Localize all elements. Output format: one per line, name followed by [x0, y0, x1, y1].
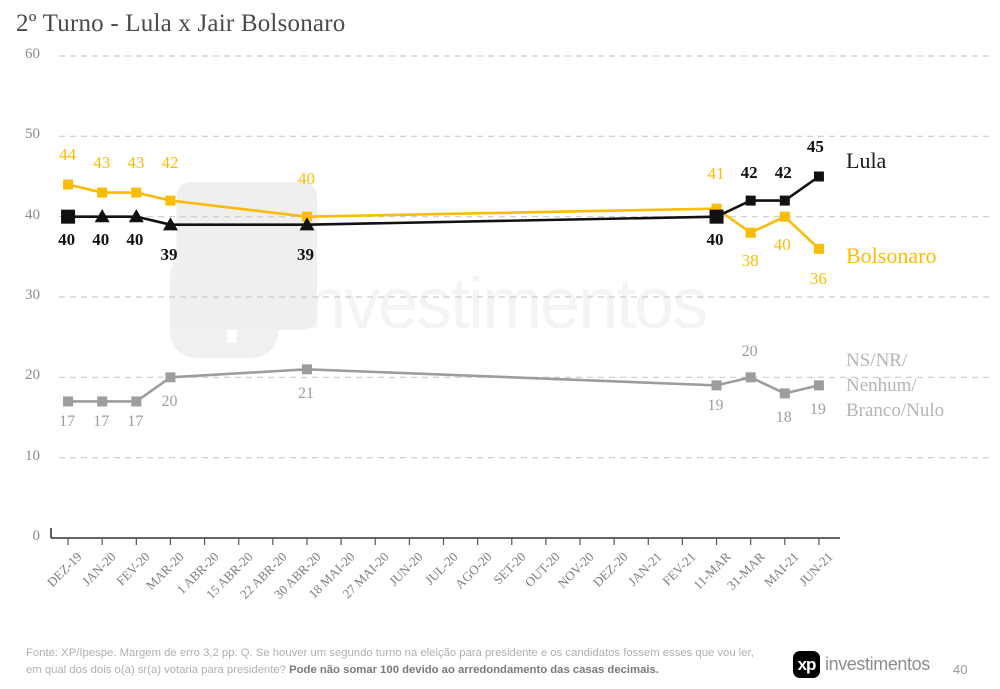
data-point-label: 40: [773, 234, 791, 254]
series-label-bolsonaro: Bolsonaro: [846, 243, 937, 268]
highlight-band: [176, 182, 317, 330]
data-point-label: 40: [126, 229, 144, 249]
data-point-label: 43: [93, 152, 111, 172]
data-point-marker: [97, 187, 108, 198]
footnote-source: Fonte: XP/Ipespe. Margem de erro 3,2 pp.…: [26, 647, 754, 676]
data-point-marker: [63, 179, 74, 190]
data-point-label: 17: [127, 413, 144, 431]
data-point-marker: [745, 227, 756, 238]
data-point-label: 45: [806, 136, 824, 156]
y-axis-tick-label: 10: [25, 447, 40, 464]
data-point-marker: [813, 380, 824, 391]
series-label-nsnr-line1: NS/NR/: [846, 350, 908, 371]
data-point-label: 42: [774, 162, 792, 182]
xp-logo-mark: xp: [793, 651, 820, 678]
y-axis-tick-label: 20: [25, 367, 40, 384]
data-point-marker: [779, 388, 790, 399]
data-point-marker: [745, 195, 756, 206]
data-point-marker: [131, 396, 142, 407]
data-point-label: 42: [161, 152, 179, 172]
data-point-marker: [779, 211, 790, 222]
data-point-label: 41: [707, 163, 725, 183]
xp-logo: xp investimentos: [793, 651, 930, 678]
y-axis-tick-label: 30: [25, 287, 40, 303]
data-point-label: 17: [59, 413, 76, 431]
series-label-nsnr: NS/NR/ Nenhum/ Branco/Nulo: [846, 348, 944, 423]
series-label-nsnr-line2: Nenhum/: [846, 375, 917, 396]
data-point-label: 39: [160, 244, 178, 264]
data-point-label: 38: [741, 250, 759, 270]
data-point-marker: [94, 209, 110, 223]
data-point-marker: [779, 195, 790, 206]
series-layer: [61, 171, 824, 407]
data-point-label: 20: [161, 393, 178, 411]
data-point-marker: [301, 211, 312, 222]
data-point-label: 18: [775, 409, 792, 427]
data-point-marker: [711, 380, 722, 391]
footnote: Fonte: XP/Ipespe. Margem de erro 3,2 pp.…: [26, 645, 766, 679]
data-point-marker: [131, 187, 142, 198]
data-point-marker: [63, 396, 74, 407]
page-title: 2º Turno - Lula x Jair Bolsonaro: [16, 10, 346, 37]
data-point-label: 43: [127, 152, 145, 172]
y-axis-tick-label: 40: [25, 206, 40, 223]
data-point-marker: [711, 203, 722, 214]
data-point-label: 36: [809, 268, 827, 288]
xp-logo-text: investimentos: [825, 654, 930, 674]
page-number: 40: [953, 662, 968, 677]
data-point-marker: [299, 217, 315, 231]
data-point-marker: [61, 209, 76, 224]
data-point-marker: [165, 372, 176, 383]
data-point-marker: [162, 217, 178, 231]
series-label-nsnr-line3: Branco/Nulo: [846, 400, 945, 421]
axis-layer: [50, 528, 840, 545]
data-point-marker: [745, 372, 756, 383]
data-point-marker: [813, 171, 824, 182]
data-point-marker: [128, 209, 144, 223]
data-point-label: 40: [706, 229, 724, 249]
data-point-label: 19: [707, 397, 724, 415]
y-axis-tick-label: 50: [25, 126, 40, 143]
data-point-marker: [97, 396, 108, 407]
data-point-marker: [709, 209, 724, 224]
data-point-label: 20: [741, 343, 758, 361]
series-label-lula: Lula: [846, 148, 887, 173]
data-point-label: 40: [297, 168, 315, 188]
data-point-label: 21: [297, 385, 314, 403]
y-axis-tick-label: 0: [32, 528, 41, 544]
data-point-label: 44: [59, 144, 77, 164]
data-point-label: 42: [740, 162, 758, 182]
footnote-emphasis: Pode não somar 100 devido ao arredondame…: [289, 664, 659, 676]
data-point-label: 40: [92, 229, 110, 249]
y-axis-tick-label: 60: [25, 46, 40, 62]
series-line-ns: [66, 367, 821, 403]
data-point-marker: [301, 364, 312, 375]
gridline-layer: [59, 55, 990, 459]
data-point-marker: [813, 243, 824, 254]
highlight-band-layer: [176, 182, 317, 330]
data-point-label: 39: [296, 244, 314, 264]
data-point-label: 19: [809, 401, 826, 419]
data-point-marker: [165, 195, 176, 206]
data-point-label: 40: [58, 229, 76, 249]
data-point-label: 17: [93, 413, 110, 431]
